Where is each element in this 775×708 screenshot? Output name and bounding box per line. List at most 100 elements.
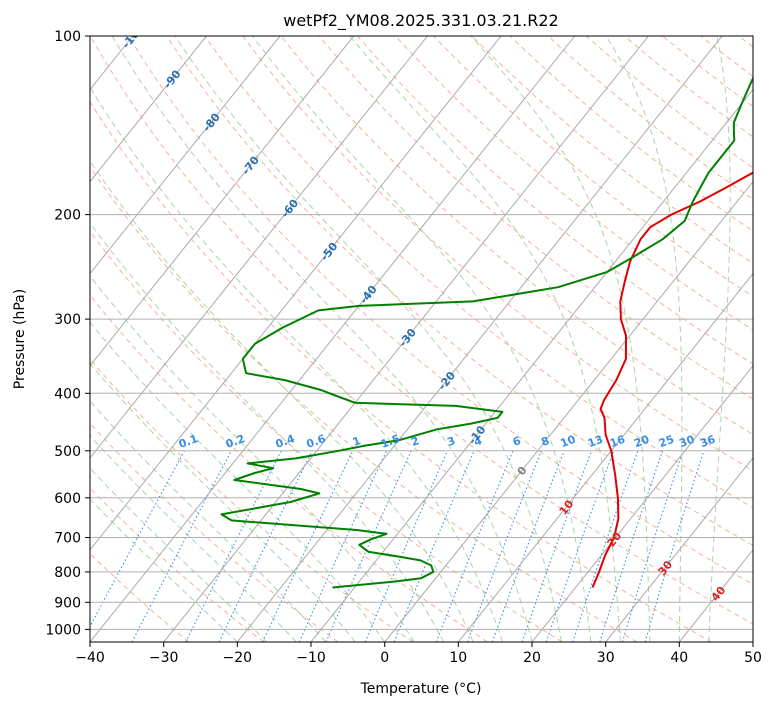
mixing-ratio-label: 0.6	[305, 432, 328, 451]
x-tick-label: −20	[223, 650, 253, 666]
x-tick-label: 20	[523, 650, 541, 666]
mixing-ratio-line	[491, 450, 565, 642]
mixing-ratio-line	[90, 450, 185, 628]
temperature-profile	[591, 171, 753, 588]
mixing-ratio-label: 2	[409, 434, 421, 449]
mixing-ratio-line	[572, 450, 639, 642]
dry-adiabat	[90, 100, 712, 642]
moist-adiabat	[90, 222, 445, 642]
dry-adiabat	[509, 36, 753, 232]
sounding-profiles	[220, 76, 753, 589]
x-tick-label: 50	[744, 650, 762, 666]
x-tick-label: −40	[75, 650, 105, 666]
dry-adiabat	[90, 230, 563, 642]
x-tick-label: 30	[597, 650, 615, 666]
dewpoint-profile	[220, 76, 753, 589]
mixing-ratio-label: 30	[677, 433, 696, 451]
y-tick-label: 500	[54, 444, 81, 460]
moist-adiabat	[90, 498, 238, 642]
dry-adiabat	[90, 166, 638, 642]
mixing-ratio-label: 20	[632, 433, 651, 451]
dry-adiabat	[471, 36, 753, 265]
moist-adiabat	[349, 36, 621, 642]
background-lines	[90, 36, 753, 642]
mixing-ratio-line	[218, 450, 313, 642]
dry-adiabat	[166, 36, 753, 547]
plot-area	[90, 36, 753, 642]
isotherm	[163, 36, 649, 642]
x-tick-label: −10	[296, 650, 326, 666]
mixing-ratio-label: 6	[511, 434, 523, 449]
mixing-ratio-label: 0.4	[274, 432, 297, 451]
y-tick-label: 100	[54, 29, 81, 45]
x-tick-label: 0	[380, 650, 389, 666]
mixing-ratio-label: 13	[586, 433, 605, 450]
moist-adiabat	[90, 86, 503, 642]
isotherm	[384, 180, 753, 642]
isotherm	[90, 36, 355, 367]
y-tick-label: 800	[54, 565, 81, 581]
x-tick-label: 10	[449, 650, 467, 666]
dry-adiabat	[90, 294, 488, 642]
y-axis-label: Pressure (hPa)	[12, 289, 28, 389]
x-tick-label: 40	[670, 650, 688, 666]
axes: −40 −30 −20 −10 0 10 20 30 40 50 1000 900 800 700 600 5…	[45, 29, 762, 666]
isotherm	[90, 36, 428, 459]
x-axis-label: Temperature (°C)	[360, 681, 482, 697]
mixing-ratio-label: 10	[559, 433, 578, 451]
mixing-ratio-label: 0.2	[224, 432, 247, 451]
dry-adiabat	[318, 36, 753, 400]
mixing-ratio-line	[545, 450, 615, 642]
isotherm	[457, 272, 753, 642]
moist-adiabat	[90, 160, 474, 642]
chart-title: wetPf2_YM08.2025.331.03.21.R22	[283, 11, 558, 31]
isotherm	[90, 36, 576, 642]
mixing-ratio-label: 3	[445, 434, 457, 449]
y-tick-label: 1000	[45, 622, 81, 638]
moist-adiabat	[605, 36, 683, 642]
dry-adiabat	[280, 36, 753, 436]
mixing-ratio-line	[185, 450, 282, 642]
moist-adiabat	[90, 321, 386, 642]
mixing-ratio-label: 8	[539, 434, 551, 449]
mixing-ratio-line	[521, 450, 593, 642]
y-tick-label: 300	[54, 312, 81, 328]
moist-adiabat	[90, 362, 356, 642]
y-tick-label: 900	[54, 595, 81, 611]
y-tick-label: 600	[54, 491, 81, 507]
dry-adiabat	[90, 487, 264, 642]
y-tick-label: 700	[54, 531, 81, 547]
moist-adiabat	[111, 36, 533, 642]
isotherm	[605, 457, 753, 642]
x-tick-label: −30	[149, 650, 179, 666]
moist-adiabat	[708, 36, 731, 642]
moist-adiabat	[470, 36, 651, 642]
mixing-ratio-label: 1.5	[379, 432, 402, 451]
mixing-ratio-label: 1	[351, 434, 363, 449]
mixing-ratio-label: 25	[657, 433, 676, 450]
mixing-ratio-label: 16	[608, 433, 627, 451]
y-tick-label: 400	[54, 386, 81, 402]
mixing-ratio-line	[131, 450, 232, 642]
mixing-ratio-line	[621, 450, 684, 642]
mixing-ratio-line	[435, 450, 514, 642]
dry-adiabat	[357, 36, 753, 365]
isotherm	[236, 36, 723, 642]
mixing-ratio-label: 4	[472, 434, 484, 449]
y-tick-label: 200	[54, 208, 81, 224]
dry-adiabat	[204, 36, 753, 509]
mixing-ratio-line	[599, 450, 664, 642]
dry-adiabat	[128, 36, 753, 585]
moist-adiabat	[174, 36, 562, 642]
isotherm	[90, 36, 502, 551]
plot-frame	[89, 35, 754, 643]
mixing-ratio-line	[466, 450, 543, 642]
mixing-ratio-label: 36	[698, 433, 717, 451]
isotherm	[90, 36, 281, 275]
isotherm	[90, 36, 207, 183]
dry-adiabat	[433, 36, 753, 297]
isotherm	[310, 88, 753, 642]
dry-adiabat	[547, 36, 753, 200]
dry-adiabat	[90, 422, 339, 642]
